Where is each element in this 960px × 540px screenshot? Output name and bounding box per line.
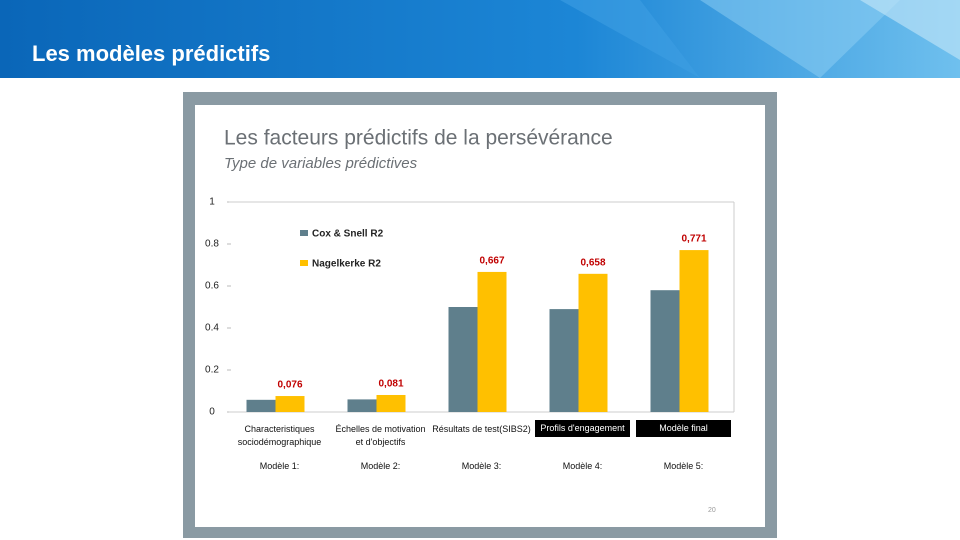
value-label: 0,667	[479, 256, 504, 267]
bar	[448, 307, 478, 412]
bar	[679, 250, 709, 412]
model-label: Modèle 4:	[562, 461, 603, 471]
legend-label: Nagelkerke R2	[312, 259, 381, 270]
bar	[376, 394, 406, 412]
y-tick-label: 0.2	[205, 365, 219, 376]
legend-swatch	[300, 260, 308, 266]
slide-title: Les modèles prédictifs	[32, 41, 270, 66]
model-label: Modèle 2:	[360, 461, 401, 471]
model-label: Modèle 5:	[663, 461, 704, 471]
bar	[477, 271, 507, 412]
header-decor	[560, 0, 700, 78]
value-label: 0,076	[277, 380, 302, 391]
x-tick-label: Résultats de test(SIBS2)	[432, 424, 531, 434]
y-tick-label: 0	[209, 407, 215, 418]
header-decor	[860, 0, 960, 60]
y-tick-label: 1	[209, 197, 215, 208]
chart-subtitle: Type de variables prédictives	[224, 155, 418, 172]
bar	[578, 273, 608, 412]
x-tick-label: Modèle final	[636, 420, 731, 437]
x-tick-label: Échelles de motivation et d'objectifs	[335, 424, 426, 447]
header-decor	[700, 0, 900, 78]
y-tick-label: 0.6	[205, 281, 219, 292]
value-label: 0,771	[681, 234, 706, 245]
bar	[246, 399, 276, 412]
y-tick-label: 0.4	[205, 323, 219, 334]
legend-label: Cox & Snell R2	[312, 229, 384, 240]
model-label: Modèle 1:	[259, 461, 300, 471]
value-label: 0,081	[378, 379, 403, 390]
model-label: Modèle 3:	[461, 461, 502, 471]
bar	[347, 399, 377, 412]
value-label: 0,658	[580, 257, 605, 268]
bar	[275, 396, 305, 412]
chart-title: Les facteurs prédictifs de la persévéran…	[224, 127, 613, 150]
page-number: 20	[708, 507, 716, 514]
bar	[549, 309, 579, 412]
legend-swatch	[300, 230, 308, 236]
bar	[650, 290, 680, 412]
x-tick-label: Profils d'engagement	[535, 420, 630, 437]
x-tick-label: Characteristiques sociodémographique	[237, 424, 322, 447]
y-tick-label: 0.8	[205, 239, 219, 250]
